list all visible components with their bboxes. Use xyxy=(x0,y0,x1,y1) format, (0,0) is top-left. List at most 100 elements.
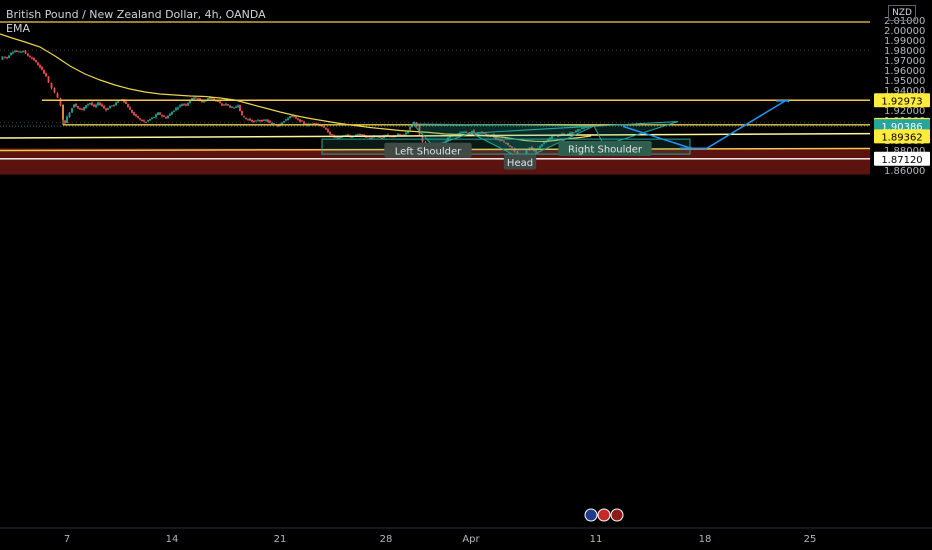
candle-body xyxy=(245,117,247,120)
candle-body xyxy=(12,52,14,54)
price-tick-label: 1.86000 xyxy=(884,166,925,177)
candle-body xyxy=(393,136,395,138)
price-tick-label: 1.96000 xyxy=(884,66,925,77)
candle-body xyxy=(539,146,541,148)
drawings-layer xyxy=(0,21,871,161)
candle-body xyxy=(263,119,265,121)
candle-body xyxy=(64,120,66,124)
candle-body xyxy=(359,134,361,136)
candle-body xyxy=(291,115,293,117)
candle-body xyxy=(287,118,289,120)
candle-body xyxy=(541,144,543,147)
candle-body xyxy=(269,121,271,123)
candle-body xyxy=(135,114,137,116)
candle-body xyxy=(137,116,139,119)
candle-body xyxy=(155,114,157,118)
candle-body xyxy=(175,108,177,111)
candle-body xyxy=(115,102,117,106)
candle-body xyxy=(211,97,213,99)
candle-body xyxy=(251,119,253,122)
candle-body xyxy=(579,129,581,131)
candle-body xyxy=(399,133,401,135)
candle-body xyxy=(133,112,135,116)
candle-body xyxy=(535,149,537,152)
candle-body xyxy=(35,60,37,63)
candle-body xyxy=(107,108,109,110)
candle-body xyxy=(511,146,513,148)
candle-body xyxy=(229,105,231,108)
price-axis[interactable]: 2.010002.000001.990001.980001.970001.960… xyxy=(874,0,932,530)
candle-body xyxy=(189,100,191,104)
candle-body xyxy=(207,98,209,100)
candle-body xyxy=(241,110,243,116)
annotation-box xyxy=(384,142,472,158)
candle-body xyxy=(103,105,105,109)
candle-body xyxy=(195,97,197,99)
candle-body xyxy=(495,137,497,139)
candle-body xyxy=(99,103,101,106)
candle-body xyxy=(8,55,10,58)
candle-body xyxy=(131,109,133,113)
price-label-text: 1.87120 xyxy=(881,155,922,166)
candle-body xyxy=(197,98,199,100)
symbol-title[interactable]: British Pound / New Zealand Dollar, 4h, … xyxy=(6,8,266,21)
projection-arrow-path xyxy=(622,100,786,149)
candle-body xyxy=(585,126,587,128)
candle-body xyxy=(329,132,331,135)
event-flag-icon xyxy=(584,508,598,522)
candle-body xyxy=(143,120,145,122)
candle-body xyxy=(551,136,553,139)
candle-body xyxy=(129,107,131,110)
candle-body xyxy=(56,93,59,98)
candle-body xyxy=(117,101,119,103)
candle-body xyxy=(273,123,275,125)
candle-body xyxy=(179,105,181,107)
candle-body xyxy=(573,132,575,134)
arrow-head-up xyxy=(775,100,790,103)
price-label-box xyxy=(874,151,930,166)
candle-body xyxy=(465,131,467,134)
candle-body xyxy=(473,130,475,134)
candle-body xyxy=(91,102,93,106)
candle-body xyxy=(97,102,99,105)
candle-body xyxy=(257,120,259,122)
candle-body xyxy=(347,134,349,136)
time-tick-label: 25 xyxy=(804,534,817,545)
candle-body xyxy=(255,120,257,122)
candle-body xyxy=(37,62,39,66)
candle-body xyxy=(147,120,149,122)
candle-body xyxy=(569,132,571,135)
candle-body xyxy=(101,104,103,107)
candle-body xyxy=(259,120,261,122)
candle-body xyxy=(283,120,285,123)
candle-body xyxy=(227,104,229,106)
candle-body xyxy=(165,117,167,119)
candle-body xyxy=(167,115,169,119)
candle-body xyxy=(24,50,27,54)
candle-body xyxy=(483,132,485,134)
candle-body xyxy=(289,116,291,119)
candle-body xyxy=(323,126,325,128)
indicator-label[interactable]: EMA xyxy=(6,22,30,35)
candle-body xyxy=(363,134,365,137)
candle-body xyxy=(157,112,159,116)
candle-body xyxy=(127,104,129,108)
time-axis[interactable]: 7 14 21 28 Apr 11 18 25 xyxy=(0,527,932,545)
price-tick-label: 1.97000 xyxy=(884,56,925,67)
price-label-text: 1.92973 xyxy=(881,96,922,107)
candle-body xyxy=(277,125,279,127)
candle-body xyxy=(409,126,411,130)
candle-body xyxy=(183,103,185,105)
candle-body xyxy=(407,130,409,134)
candle-body xyxy=(313,123,315,125)
price-axis-bg xyxy=(874,0,932,530)
currency-badge[interactable]: NZD xyxy=(888,5,916,21)
candle-body xyxy=(113,104,115,106)
candle-body xyxy=(171,112,173,115)
candle-body xyxy=(223,104,225,106)
candle-body xyxy=(243,116,245,118)
candle-body xyxy=(387,134,389,136)
